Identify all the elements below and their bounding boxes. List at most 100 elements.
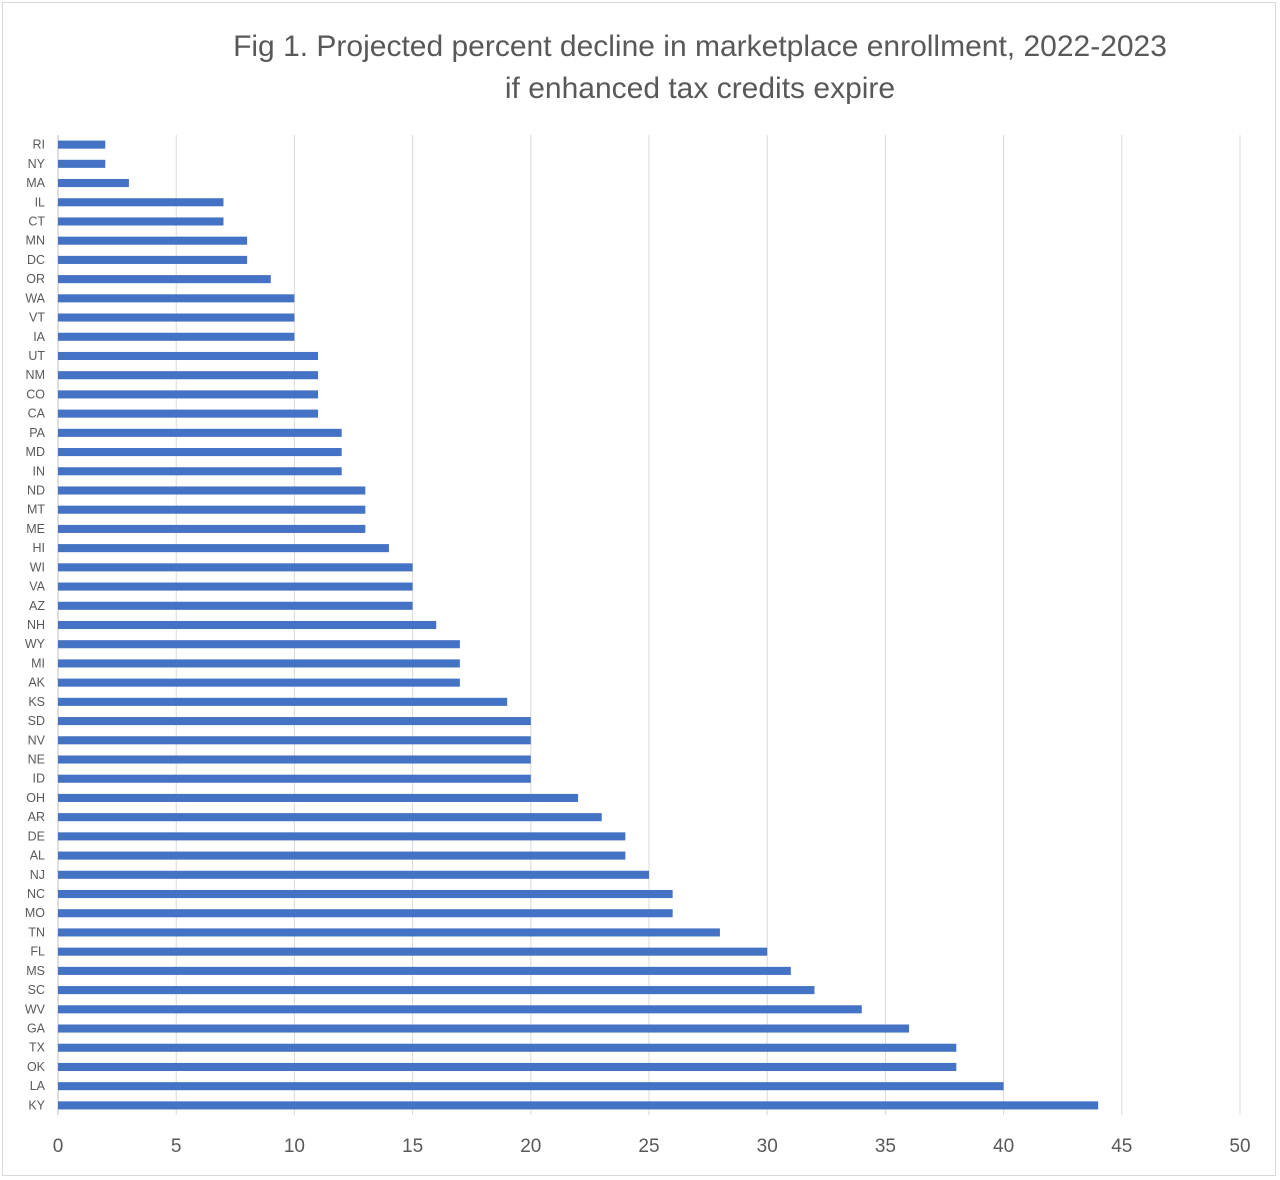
bar-pa xyxy=(58,428,342,437)
category-label: WV xyxy=(25,1002,46,1016)
bar-al xyxy=(58,851,626,860)
category-label: GA xyxy=(27,1022,46,1036)
bar-mt xyxy=(58,505,366,514)
bar-mi xyxy=(58,659,460,668)
bar-ct xyxy=(58,217,224,226)
category-label: LA xyxy=(30,1079,46,1093)
category-label: AK xyxy=(28,676,45,690)
bar-wi xyxy=(58,563,413,572)
category-label: FL xyxy=(30,945,45,959)
bar-la xyxy=(58,1082,1004,1091)
category-label: AZ xyxy=(29,599,45,613)
x-tick-label: 25 xyxy=(638,1136,659,1157)
x-tick-label: 50 xyxy=(1229,1136,1250,1157)
x-tick-label: 35 xyxy=(875,1136,896,1157)
chart-title-line-1: Fig 1. Projected percent decline in mark… xyxy=(233,30,1167,63)
category-label: MA xyxy=(26,176,45,190)
category-label: OH xyxy=(26,791,45,805)
category-label: MS xyxy=(26,964,45,978)
bar-ut xyxy=(58,351,319,361)
x-tick-label: 20 xyxy=(520,1136,541,1157)
bar-nv xyxy=(58,736,531,745)
category-label: ID xyxy=(33,772,46,786)
category-label: ND xyxy=(27,483,45,497)
bar-hi xyxy=(58,544,389,553)
category-label: MN xyxy=(26,234,45,248)
bar-oh xyxy=(58,793,579,802)
category-label: NM xyxy=(26,368,45,382)
bar-mo xyxy=(58,909,673,918)
category-label: CO xyxy=(26,387,45,401)
bar-mn xyxy=(58,236,248,245)
category-label: AL xyxy=(30,849,45,863)
x-tick-label: 30 xyxy=(757,1136,778,1157)
category-label: VT xyxy=(29,311,45,325)
bar-ca xyxy=(58,409,319,418)
bar-dc xyxy=(58,255,248,264)
bar-id xyxy=(58,774,531,783)
bar-ks xyxy=(58,697,508,706)
bar-in xyxy=(58,467,342,476)
category-label: RI xyxy=(33,138,46,152)
category-label: NC xyxy=(27,887,45,901)
category-label: NJ xyxy=(30,868,45,882)
category-label: NY xyxy=(28,157,46,171)
category-label: MI xyxy=(31,656,45,670)
bar-ak xyxy=(58,678,460,687)
category-label: IL xyxy=(35,195,45,209)
bar-il xyxy=(58,198,224,207)
bars xyxy=(58,140,1099,1110)
bar-ne xyxy=(58,755,531,764)
bar-nj xyxy=(58,870,649,879)
category-label: WY xyxy=(25,637,46,651)
bar-ar xyxy=(58,813,602,822)
bar-tn xyxy=(58,928,720,937)
bar-wa xyxy=(58,294,295,303)
bar-tx xyxy=(58,1043,957,1052)
bar-de xyxy=(58,832,626,841)
bar-ma xyxy=(58,179,129,188)
category-label: SD xyxy=(28,714,45,728)
bar-nc xyxy=(58,889,673,899)
category-label: TX xyxy=(29,1041,46,1055)
bar-vt xyxy=(58,313,295,322)
bar-wv xyxy=(58,1005,862,1014)
bar-me xyxy=(58,524,366,533)
bar-fl xyxy=(58,947,768,956)
bar-nh xyxy=(58,620,437,630)
category-label: NH xyxy=(27,618,45,632)
category-label: ME xyxy=(26,522,45,536)
bar-sc xyxy=(58,986,815,995)
bar-nm xyxy=(58,371,319,380)
x-tick-label: 15 xyxy=(402,1136,423,1157)
bar-or xyxy=(58,275,271,284)
category-label: IN xyxy=(33,464,46,478)
category-label: KY xyxy=(28,1098,45,1112)
x-tick-label: 0 xyxy=(53,1136,64,1157)
category-label: PA xyxy=(29,426,45,440)
bar-va xyxy=(58,582,413,591)
category-label: DE xyxy=(28,829,45,843)
bar-nd xyxy=(58,486,366,495)
x-tick-labels: 0 5 10 15 20 25 30 35 40 45 50 xyxy=(53,1136,1251,1157)
bar-ok xyxy=(58,1062,957,1071)
category-label: MO xyxy=(25,906,45,920)
bar-ms xyxy=(58,966,791,975)
category-label: CT xyxy=(28,214,45,228)
category-label: AR xyxy=(28,810,45,824)
bar-ky xyxy=(58,1101,1099,1110)
category-label: IA xyxy=(33,330,45,344)
bar-ny xyxy=(58,159,106,168)
chart-title-line-2: if enhanced tax credits expire xyxy=(504,72,896,105)
category-label: TN xyxy=(28,925,45,939)
category-labels: RI NY MA IL CT MN DC OR WA VT IA UT NM CO CA PA MD IN ND MT… xyxy=(25,138,46,1113)
category-label: OK xyxy=(27,1060,46,1074)
category-label: DC xyxy=(27,253,45,267)
category-label: UT xyxy=(28,349,45,363)
category-label: OR xyxy=(26,272,45,286)
category-label: WA xyxy=(25,291,45,305)
category-label: CA xyxy=(28,407,46,421)
bar-sd xyxy=(58,717,531,726)
category-label: WI xyxy=(30,560,45,574)
